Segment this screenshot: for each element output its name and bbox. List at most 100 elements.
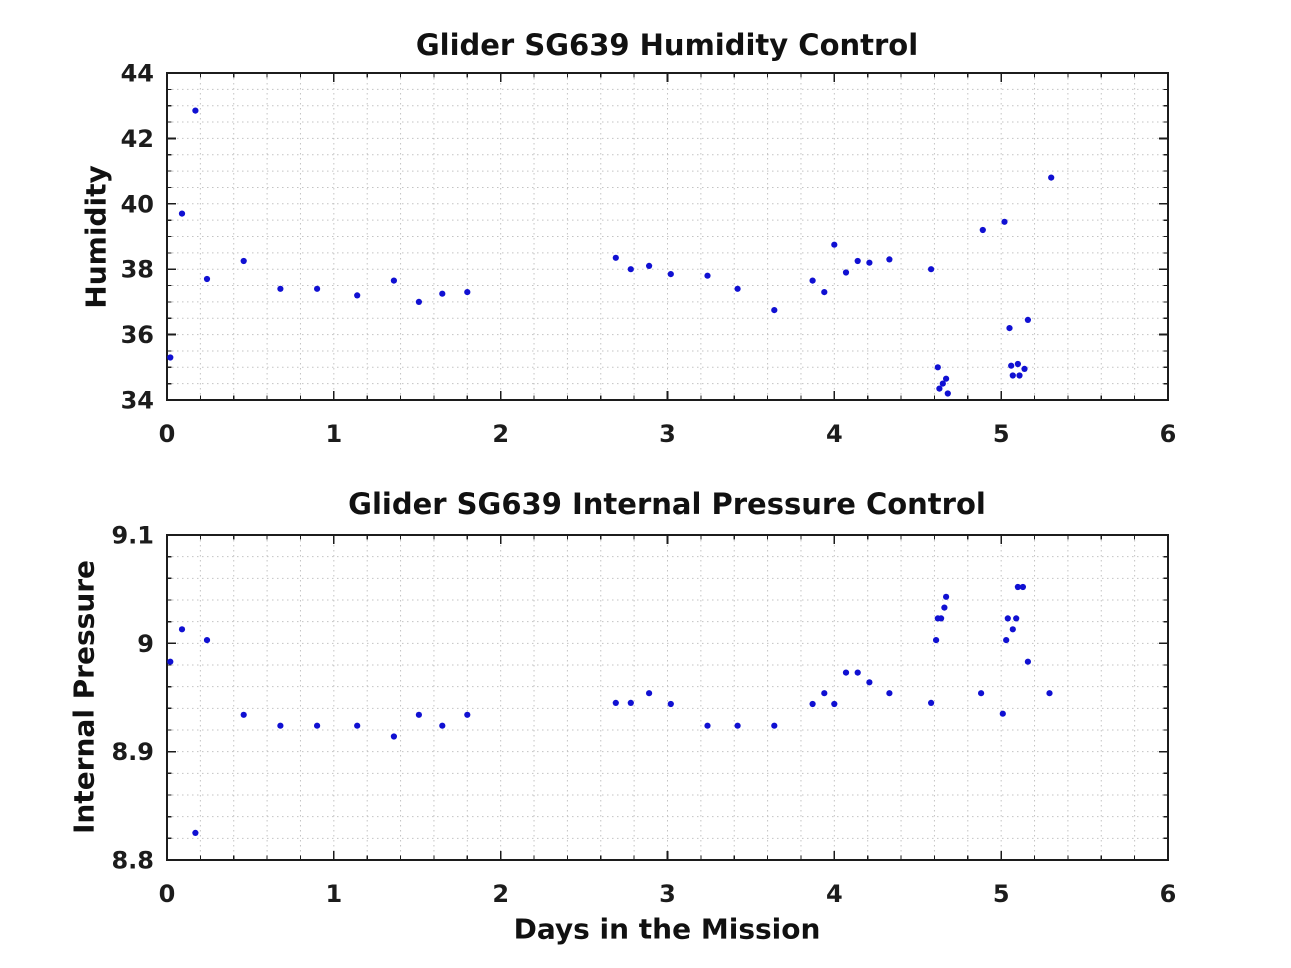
data-point [203, 637, 211, 644]
data-point [1001, 218, 1008, 225]
pressure-chart-title: Glider SG639 Internal Pressure Control [348, 487, 986, 521]
data-point [704, 722, 711, 729]
data-point [928, 699, 935, 707]
x-tick-labels: 0 1 2 3 4 5 6 [159, 420, 1177, 448]
x-tick-label: 6 [1160, 420, 1177, 448]
data-point [178, 210, 186, 217]
x-axis-label: Days in the Mission [513, 912, 821, 946]
data-point [941, 604, 948, 611]
data-point [439, 290, 446, 297]
data-point [354, 292, 361, 299]
data-point [415, 711, 422, 718]
y-tick-label: 8.9 [111, 738, 154, 766]
data-point [943, 593, 950, 600]
data-point [978, 690, 985, 697]
axis-box [166, 72, 1169, 401]
x-tick-label: 5 [993, 880, 1010, 908]
data-point [612, 699, 619, 707]
x-tick-label: 1 [325, 880, 342, 908]
data-point [627, 699, 634, 707]
x-tick-label: 3 [659, 420, 676, 448]
data-point [667, 271, 674, 278]
data-point [842, 669, 850, 676]
data-point [1013, 615, 1020, 622]
data-point [734, 722, 741, 729]
data-point [809, 277, 816, 284]
data-point [178, 626, 186, 633]
axis-box [166, 534, 1169, 861]
data-point [734, 285, 741, 292]
humidity-y-axis-label: Humidity [79, 165, 113, 309]
data-point [854, 257, 861, 265]
data-point [464, 711, 471, 718]
data-point [854, 669, 861, 676]
data-point [821, 690, 828, 697]
x-tick-label: 2 [492, 880, 509, 908]
x-tick-label: 0 [159, 880, 176, 908]
y-tick-label: 36 [121, 321, 154, 349]
data-point [1024, 658, 1031, 665]
data-point [1008, 362, 1015, 369]
data-point [831, 700, 838, 708]
data-point [612, 254, 619, 261]
data-point [943, 375, 950, 382]
x-tick-labels: 0 1 2 3 4 5 6 [159, 880, 1177, 908]
data-point [866, 679, 873, 686]
chart-1: 0 1 2 3 4 5 6 8.8 8.9 9 9.1 [111, 522, 1176, 909]
data-point [1019, 583, 1026, 591]
data-point [771, 307, 778, 314]
data-point [934, 364, 941, 371]
data-point [938, 615, 945, 622]
data-point [240, 711, 247, 718]
data-points [167, 107, 1055, 397]
data-point [866, 259, 873, 266]
y-tick-label: 34 [121, 387, 154, 415]
data-point [203, 275, 211, 283]
y-tick-label: 8.8 [111, 847, 154, 875]
y-tick-label: 42 [121, 125, 154, 153]
data-point [1024, 316, 1031, 323]
data-point [979, 226, 986, 234]
data-point [167, 658, 174, 665]
x-tick-label: 4 [826, 420, 843, 448]
data-point [314, 722, 321, 729]
data-point [667, 700, 674, 708]
data-point [886, 256, 893, 263]
pressure-y-axis-label: Internal Pressure [67, 559, 101, 835]
y-tick-label: 40 [121, 190, 154, 218]
data-point [1016, 372, 1023, 379]
data-point [1006, 325, 1013, 332]
data-point [1021, 365, 1028, 372]
data-points [167, 583, 1053, 837]
data-point [192, 829, 199, 837]
x-tick-label: 1 [325, 420, 342, 448]
data-point [192, 107, 199, 114]
y-tick-label: 9 [137, 630, 154, 658]
x-tick-label: 3 [659, 880, 676, 908]
data-point [831, 241, 838, 248]
data-point [1009, 626, 1016, 633]
data-point [1003, 637, 1010, 644]
data-point [809, 700, 816, 708]
data-point [1004, 615, 1011, 622]
y-tick-labels: 34 36 38 40 42 44 [121, 60, 154, 415]
data-point [999, 710, 1006, 717]
data-point [354, 722, 361, 729]
data-point [439, 722, 446, 729]
gridlines [167, 535, 1168, 860]
data-point [167, 354, 174, 361]
data-point [771, 722, 778, 729]
data-point [277, 722, 284, 729]
x-tick-label: 2 [492, 420, 509, 448]
data-point [928, 266, 935, 273]
data-point [390, 733, 397, 740]
data-point [646, 262, 653, 269]
data-point [464, 289, 471, 296]
gridlines [167, 73, 1168, 400]
data-point [1009, 372, 1016, 379]
data-point [240, 257, 247, 265]
data-point [314, 285, 321, 292]
data-point [1048, 174, 1055, 181]
